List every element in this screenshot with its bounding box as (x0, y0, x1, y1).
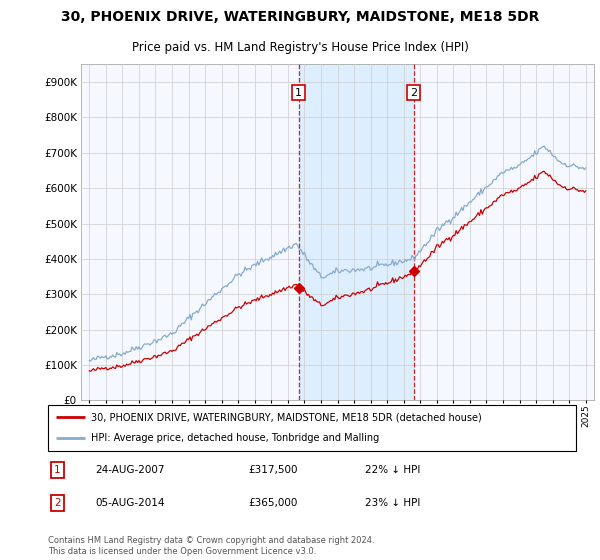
Text: 1: 1 (54, 465, 61, 475)
Text: 22% ↓ HPI: 22% ↓ HPI (365, 465, 420, 475)
Text: 23% ↓ HPI: 23% ↓ HPI (365, 498, 420, 508)
Text: Price paid vs. HM Land Registry's House Price Index (HPI): Price paid vs. HM Land Registry's House … (131, 40, 469, 54)
Text: 30, PHOENIX DRIVE, WATERINGBURY, MAIDSTONE, ME18 5DR (detached house): 30, PHOENIX DRIVE, WATERINGBURY, MAIDSTO… (91, 412, 482, 422)
Text: £365,000: £365,000 (248, 498, 298, 508)
Text: HPI: Average price, detached house, Tonbridge and Malling: HPI: Average price, detached house, Tonb… (91, 433, 380, 444)
Text: 1: 1 (295, 88, 302, 97)
Text: 24-AUG-2007: 24-AUG-2007 (95, 465, 165, 475)
Text: 2: 2 (54, 498, 61, 508)
Bar (299, 64, 413, 400)
Text: 2: 2 (410, 88, 417, 97)
Text: 05-AUG-2014: 05-AUG-2014 (95, 498, 165, 508)
Text: £317,500: £317,500 (248, 465, 298, 475)
Text: Contains HM Land Registry data © Crown copyright and database right 2024.
This d: Contains HM Land Registry data © Crown c… (48, 536, 374, 556)
Text: 30, PHOENIX DRIVE, WATERINGBURY, MAIDSTONE, ME18 5DR: 30, PHOENIX DRIVE, WATERINGBURY, MAIDSTO… (61, 10, 539, 24)
